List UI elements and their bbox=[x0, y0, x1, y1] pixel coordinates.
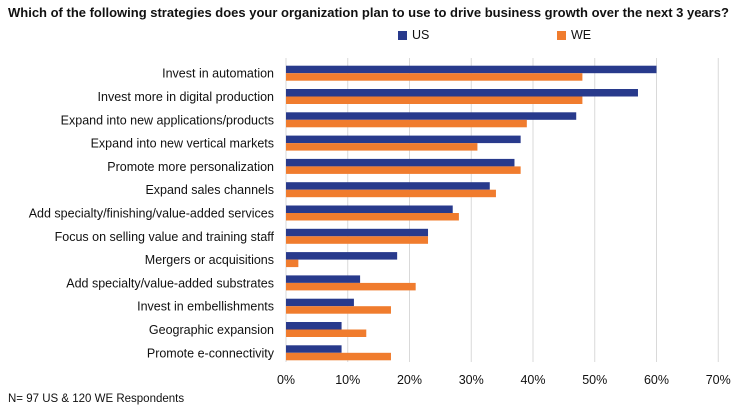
respondents-footnote: N= 97 US & 120 WE Respondents bbox=[8, 393, 185, 405]
bar-us bbox=[286, 322, 342, 330]
x-tick-label: 40% bbox=[520, 373, 545, 387]
bar-we bbox=[286, 166, 521, 174]
bar-we bbox=[286, 119, 527, 128]
legend-label-us: US bbox=[412, 28, 430, 42]
bar-we bbox=[286, 213, 459, 221]
x-tick-label: 60% bbox=[644, 373, 669, 387]
chart-title: Which of the following strategies does y… bbox=[8, 5, 729, 20]
category-label: Focus on selling value and training staf… bbox=[55, 230, 275, 244]
bar-us bbox=[286, 228, 429, 237]
bar-us bbox=[286, 135, 521, 144]
category-label: Mergers or acquisitions bbox=[145, 253, 274, 267]
legend-item-us: US bbox=[398, 28, 429, 42]
category-label: Expand sales channels bbox=[145, 183, 274, 197]
legend-label-we: WE bbox=[571, 28, 592, 42]
bar-us bbox=[286, 298, 354, 307]
category-label: Promote e-connectivity bbox=[147, 346, 275, 360]
category-label: Invest in embellishments bbox=[137, 300, 274, 314]
bar-us bbox=[286, 205, 453, 213]
category-label: Invest more in digital production bbox=[98, 90, 275, 104]
bar-we bbox=[286, 306, 391, 314]
bar-we bbox=[286, 189, 496, 198]
bar-us bbox=[286, 112, 577, 120]
x-tick-label: 30% bbox=[459, 373, 484, 387]
x-tick-label: 0% bbox=[277, 373, 295, 387]
bar-we bbox=[286, 73, 583, 81]
bar-we bbox=[286, 236, 429, 244]
x-tick-label: 70% bbox=[706, 373, 731, 387]
bar-we bbox=[286, 282, 416, 291]
bar-us bbox=[286, 65, 657, 74]
category-label: Expand into new applications/products bbox=[61, 113, 274, 127]
legend-item-we: WE bbox=[557, 28, 591, 42]
category-label: Invest in automation bbox=[162, 67, 274, 81]
bar-us bbox=[286, 158, 515, 167]
category-label: Add specialty/value-added substrates bbox=[66, 276, 274, 290]
bar-we bbox=[286, 96, 583, 104]
bar-us bbox=[286, 275, 361, 283]
category-label: Add specialty/finishing/value-added serv… bbox=[29, 207, 274, 221]
category-label: Geographic expansion bbox=[149, 323, 274, 337]
bar-we bbox=[286, 352, 391, 361]
legend-swatch-we bbox=[557, 30, 566, 40]
x-tick-label: 50% bbox=[582, 373, 607, 387]
legend-swatch-us bbox=[398, 30, 407, 40]
bar-us bbox=[286, 182, 490, 190]
bar-we bbox=[286, 143, 478, 151]
bar-us bbox=[286, 252, 398, 260]
bar-us bbox=[286, 345, 342, 353]
x-tick-label: 10% bbox=[335, 373, 360, 387]
bar-we bbox=[286, 259, 299, 268]
category-label: Promote more personalization bbox=[107, 160, 274, 174]
x-tick-label: 20% bbox=[397, 373, 422, 387]
bar-we bbox=[286, 329, 367, 337]
category-label: Expand into new vertical markets bbox=[91, 137, 274, 151]
bar-us bbox=[286, 89, 638, 97]
